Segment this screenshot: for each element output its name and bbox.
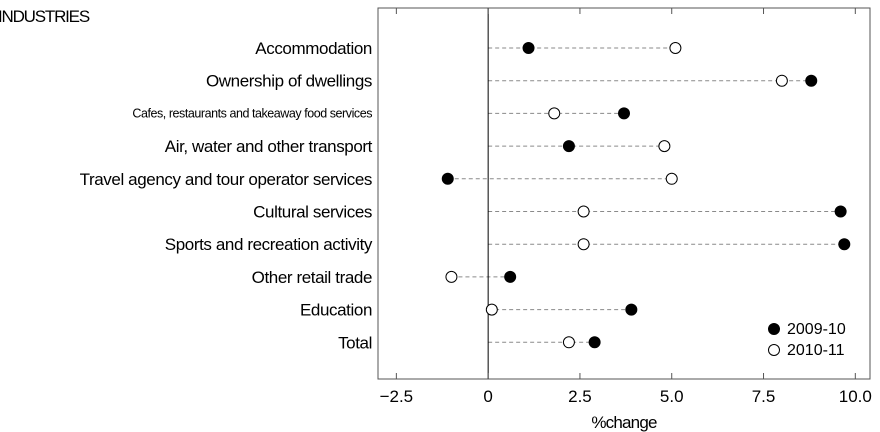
point-2010-11-sports-and-recreation-activity <box>577 238 590 251</box>
x-axis-ticks: −2.5 0 2.5 5.0 7.5 10.0 <box>380 8 872 406</box>
data-points <box>441 42 851 349</box>
legend: 2009-10 2010-11 <box>768 321 846 359</box>
point-2009-10-sports-and-recreation-activity <box>838 238 851 251</box>
x-tick-label: 2.5 <box>568 387 592 406</box>
x-tick-label: 5.0 <box>660 387 684 406</box>
point-2010-11-travel-agency-and-tour-operator-services <box>665 172 678 185</box>
category-label-total: Total <box>338 333 372 352</box>
category-label-air-water-and-other-transport: Air, water and other transport <box>165 137 373 156</box>
point-2010-11-other-retail-trade <box>445 270 458 283</box>
point-2010-11-cafes-restaurants-and-takeaway-food-services <box>548 107 561 120</box>
point-2009-10-cultural-services <box>834 205 847 218</box>
x-tick-label: 0 <box>483 387 492 406</box>
x-tick-label: 10.0 <box>839 387 872 406</box>
x-axis-label: %change <box>591 413 657 432</box>
point-2010-11-air-water-and-other-transport <box>658 140 671 153</box>
category-label-travel-agency-and-tour-operator-services: Travel agency and tour operator services <box>80 170 372 189</box>
legend-label-2010-11: 2010-11 <box>787 342 845 359</box>
plot-frame <box>377 7 871 380</box>
legend-label-2009-10: 2009-10 <box>787 321 846 338</box>
category-label-cultural-services: Cultural services <box>253 203 372 222</box>
category-label-education: Education <box>300 301 372 320</box>
chart-title: INDUSTRIES <box>0 7 90 26</box>
legend-marker-2009-10 <box>768 323 780 335</box>
point-2009-10-air-water-and-other-transport <box>562 140 575 153</box>
point-2009-10-ownership-of-dwellings <box>805 74 818 87</box>
category-labels: Accommodation Ownership of dwellings Cafes… <box>80 39 374 352</box>
x-tick-label: −2.5 <box>380 387 414 406</box>
point-2010-11-ownership-of-dwellings <box>775 74 788 87</box>
point-2009-10-education <box>625 303 638 316</box>
category-label-cafes-restaurants-and-takeaway-food-services: Cafes, restaurants and takeaway food ser… <box>132 106 372 120</box>
point-2010-11-education <box>485 303 498 316</box>
point-2009-10-accommodation <box>522 42 535 54</box>
point-2010-11-accommodation <box>669 42 682 54</box>
point-2009-10-cafes-restaurants-and-takeaway-food-services <box>618 107 630 120</box>
legend-marker-2010-11 <box>768 344 780 356</box>
category-label-ownership-of-dwellings: Ownership of dwellings <box>206 72 372 91</box>
category-label-accommodation: Accommodation <box>255 39 372 58</box>
category-label-other-retail-trade: Other retail trade <box>252 268 372 287</box>
connector-lines <box>447 47 845 343</box>
point-2009-10-total <box>588 336 601 349</box>
point-2010-11-cultural-services <box>577 205 590 218</box>
x-tick-label: 7.5 <box>752 387 776 406</box>
category-label-sports-and-recreation-activity: Sports and recreation activity <box>165 235 373 254</box>
point-2010-11-total <box>562 336 575 349</box>
point-2009-10-travel-agency-and-tour-operator-services <box>441 172 454 185</box>
point-2009-10-other-retail-trade <box>504 270 517 283</box>
